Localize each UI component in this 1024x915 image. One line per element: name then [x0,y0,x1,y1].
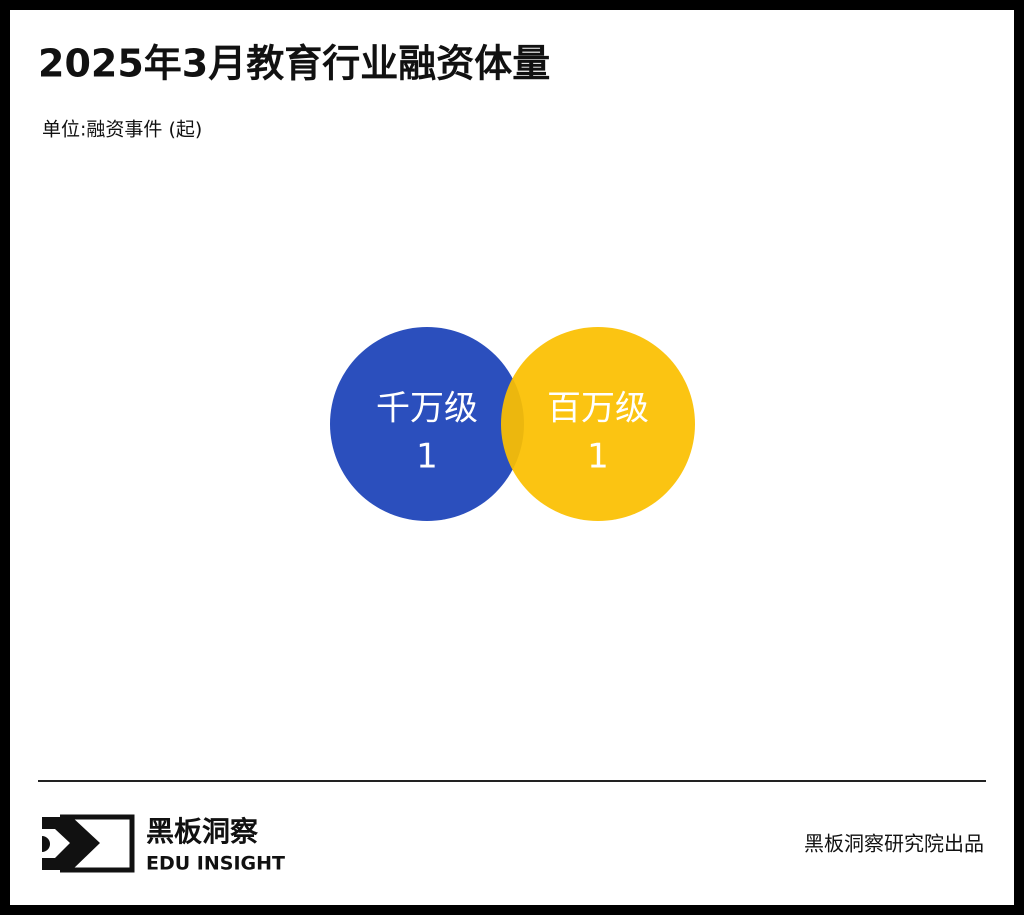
brand-name: 黑板洞察 [146,815,259,848]
chart-subtitle: 单位:融资事件 (起) [42,119,202,141]
bubble-label: 千万级 [376,389,478,429]
bubble-value: 1 [416,437,438,477]
bubble [330,327,524,521]
bubble-value: 1 [587,437,609,477]
brand-name-en: EDU INSIGHT [146,853,285,875]
bubble-label: 百万级 [547,389,649,429]
chart-title: 2025年3月教育行业融资体量 [38,42,550,86]
bubble [501,327,695,521]
logo [42,814,135,873]
credit: 黑板洞察研究院出品 [804,832,984,856]
